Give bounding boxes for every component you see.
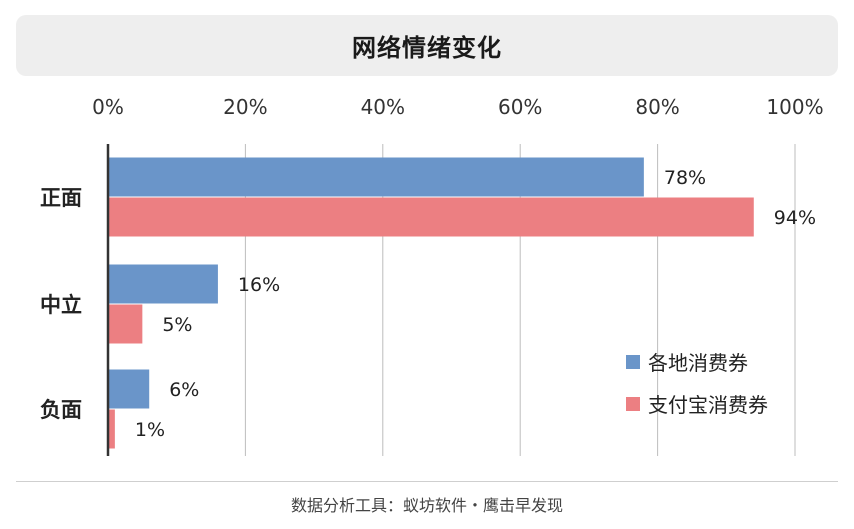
chart-title-bar: 网络情绪变化 — [16, 15, 838, 76]
data-label: 78% — [664, 167, 706, 189]
x-tick-label: 80% — [635, 95, 679, 119]
x-tick-label: 20% — [223, 95, 267, 119]
data-label: 94% — [774, 207, 816, 229]
data-label: 16% — [238, 274, 280, 296]
footer-divider — [16, 481, 838, 482]
x-tick-label: 40% — [361, 95, 405, 119]
bar-series1 — [108, 264, 218, 304]
legend-label: 各地消费券 — [648, 351, 748, 375]
legend-swatch — [626, 397, 640, 411]
data-label: 5% — [162, 314, 192, 336]
x-tick-label: 100% — [766, 95, 823, 119]
x-tick-label: 60% — [498, 95, 542, 119]
bar-series2 — [108, 409, 115, 449]
data-label: 6% — [169, 379, 199, 401]
chart-title: 网络情绪变化 — [352, 34, 502, 62]
bar-series2 — [108, 197, 754, 237]
category-label: 正面 — [40, 186, 82, 210]
bar-series2 — [108, 304, 143, 344]
legend-label: 支付宝消费券 — [648, 393, 768, 417]
bar-series1 — [108, 157, 644, 197]
category-label: 负面 — [40, 398, 82, 422]
x-tick-label: 0% — [92, 95, 124, 119]
data-label: 1% — [135, 419, 165, 441]
legend-swatch — [626, 355, 640, 369]
bar-series1 — [108, 369, 150, 409]
category-label: 中立 — [40, 293, 82, 317]
footer-credit: 数据分析工具：蚁坊软件・鹰击早发现 — [290, 496, 563, 515]
